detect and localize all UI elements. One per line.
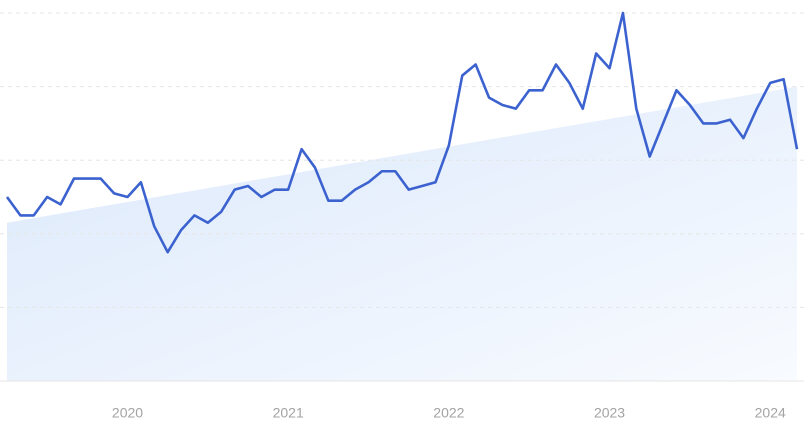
- trend-line: [5, 11, 799, 254]
- x-tick-label: 2022: [433, 405, 464, 421]
- x-tick-label: 2023: [594, 405, 625, 421]
- x-tick-label: 2021: [273, 405, 304, 421]
- x-tick-label: 2020: [112, 405, 143, 421]
- x-tick-label: 2024: [755, 405, 786, 421]
